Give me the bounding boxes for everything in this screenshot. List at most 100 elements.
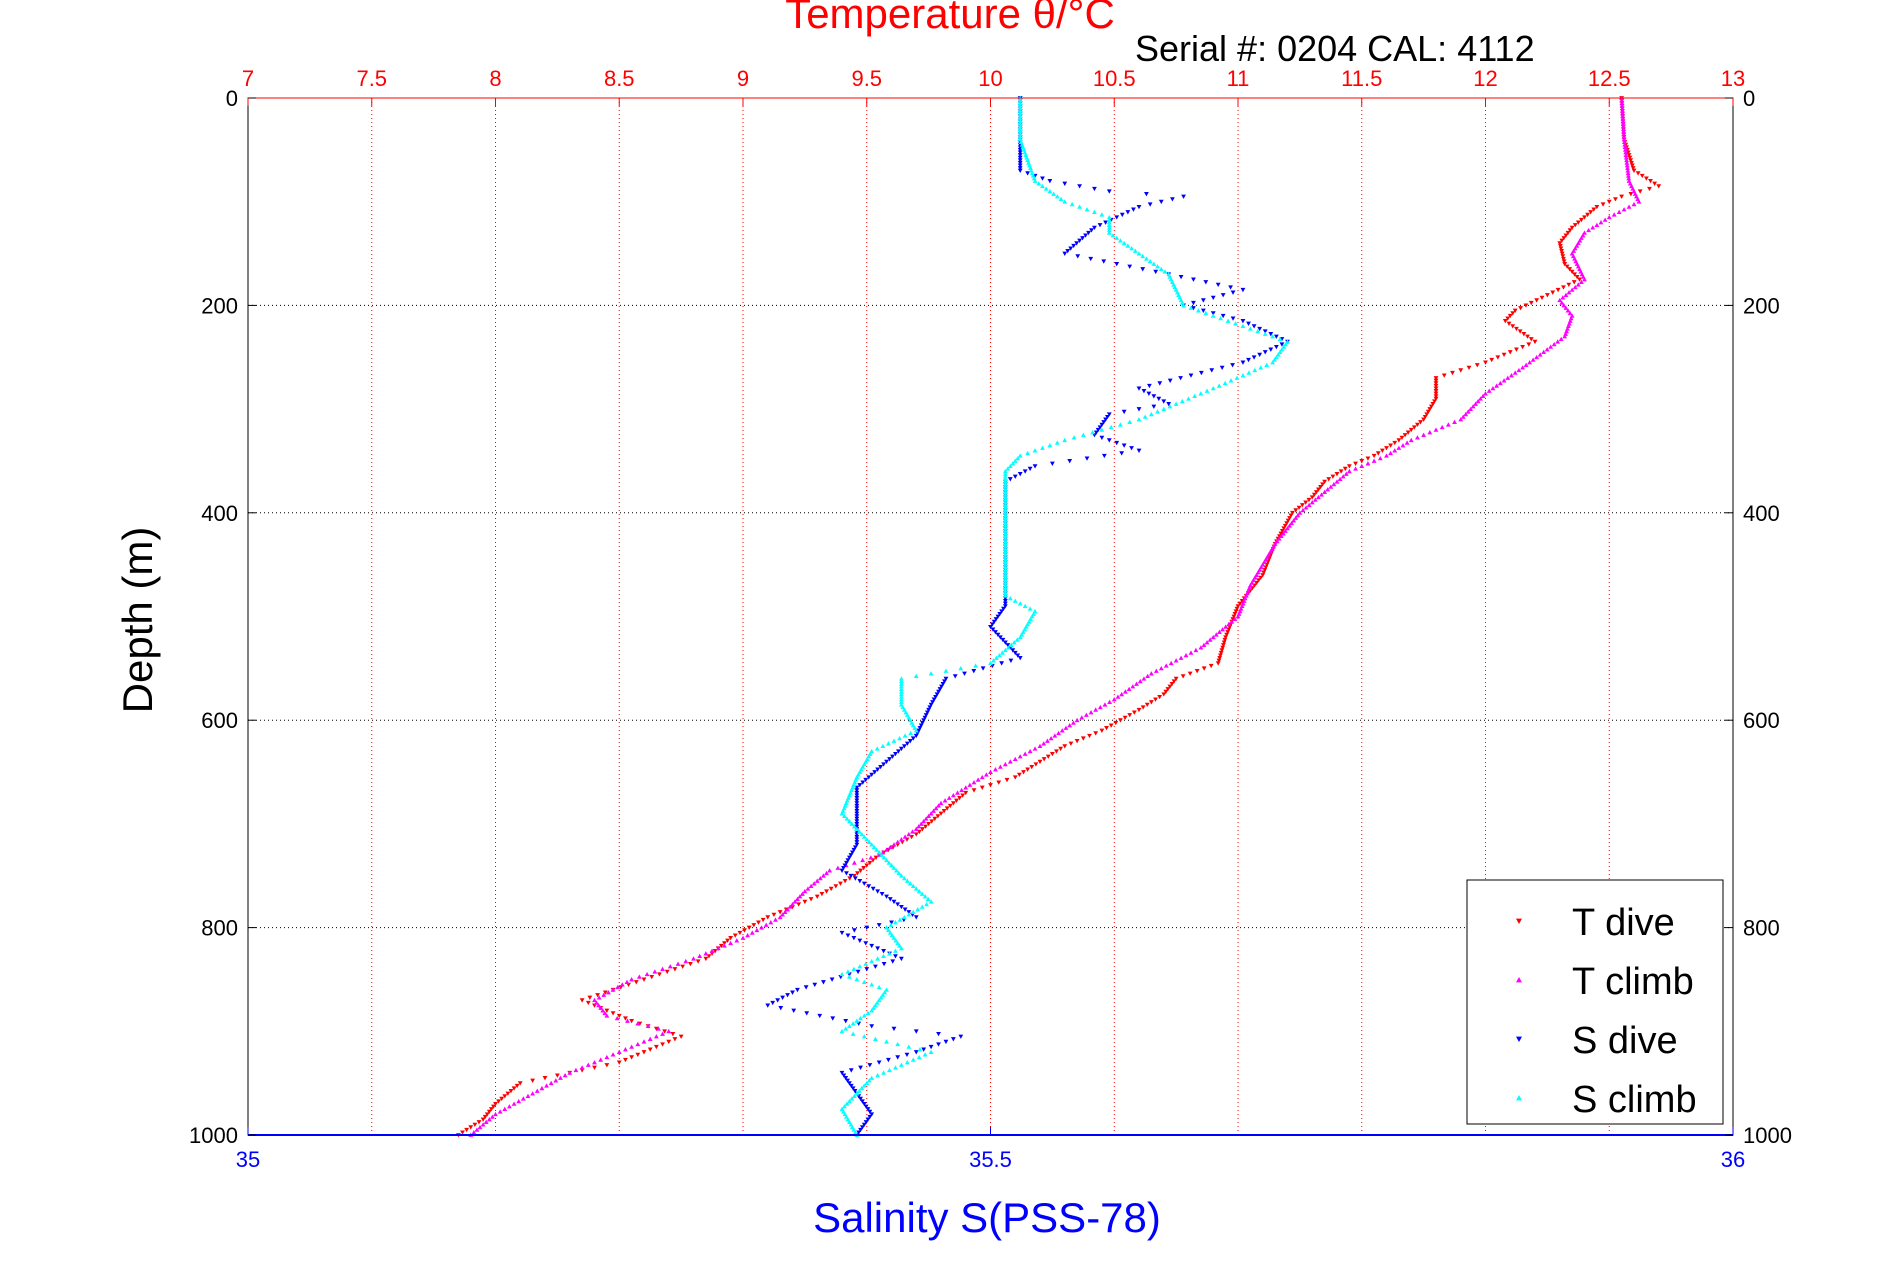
data-point <box>1510 311 1516 316</box>
data-point <box>740 935 746 940</box>
data-point <box>1106 225 1112 230</box>
data-point <box>1002 484 1008 489</box>
data-point <box>520 1096 526 1101</box>
data-point <box>592 1065 597 1070</box>
data-point <box>647 1047 653 1052</box>
data-point <box>1247 326 1253 331</box>
data-point <box>1246 370 1252 375</box>
data-point <box>851 1093 857 1099</box>
data-point <box>1340 474 1346 479</box>
data-point <box>1582 277 1587 282</box>
data-point <box>1005 643 1011 648</box>
data-point <box>950 801 956 806</box>
data-point <box>1194 669 1200 674</box>
data-point <box>889 920 894 925</box>
data-point <box>821 980 826 985</box>
data-point <box>1582 215 1587 220</box>
data-point <box>1558 336 1564 342</box>
data-point <box>1619 103 1625 108</box>
data-point <box>922 715 928 721</box>
data-point <box>782 909 788 914</box>
data-point <box>1067 722 1073 728</box>
data-point <box>1002 468 1008 474</box>
data-point <box>1016 772 1022 778</box>
data-point <box>1017 126 1023 132</box>
data-point <box>660 966 665 971</box>
data-point <box>1012 775 1018 780</box>
data-point <box>1629 160 1634 166</box>
data-point <box>854 788 860 793</box>
data-point <box>861 1013 867 1018</box>
data-point <box>623 1047 628 1052</box>
data-point <box>1562 334 1568 339</box>
data-point <box>623 1016 628 1021</box>
data-point <box>1169 681 1175 687</box>
data-point <box>616 1049 622 1054</box>
data-point <box>821 873 826 878</box>
data-point <box>1041 757 1047 762</box>
data-point <box>1114 215 1120 220</box>
data-point <box>1101 259 1107 264</box>
data-point <box>1629 163 1635 168</box>
data-point <box>800 891 805 896</box>
data-point <box>928 811 934 816</box>
data-point <box>1313 490 1319 495</box>
data-point <box>1049 461 1055 466</box>
data-point <box>913 733 919 739</box>
data-point <box>1130 684 1136 689</box>
data-point <box>1411 425 1417 430</box>
data-point <box>929 819 935 824</box>
data-point <box>1334 471 1340 477</box>
data-point <box>1275 352 1281 357</box>
data-point <box>1140 267 1146 272</box>
data-point <box>1179 398 1185 404</box>
data-point <box>896 870 902 876</box>
data-point <box>1567 310 1573 316</box>
data-point <box>899 681 904 686</box>
data-point <box>1627 155 1633 161</box>
data-point <box>486 1109 492 1115</box>
data-point <box>1561 285 1566 290</box>
data-point <box>1432 399 1437 404</box>
data-point <box>1017 150 1023 155</box>
data-point <box>847 974 852 979</box>
data-point <box>1043 186 1049 191</box>
data-point <box>629 1044 635 1049</box>
data-point <box>996 780 1002 785</box>
data-point <box>1273 354 1279 360</box>
data-point <box>1539 295 1545 301</box>
data-point <box>847 818 852 824</box>
data-point <box>939 684 944 689</box>
data-point <box>703 951 709 956</box>
data-point <box>1281 344 1287 349</box>
data-point <box>1054 194 1060 199</box>
data-point <box>843 1019 849 1024</box>
data-point <box>1379 448 1385 453</box>
data-point <box>869 1024 875 1029</box>
data-point <box>899 691 904 697</box>
temperature-tick-label: 10 <box>978 66 1002 91</box>
data-point <box>1002 525 1008 531</box>
data-point <box>1068 246 1074 251</box>
data-point <box>843 1076 849 1081</box>
data-point <box>1027 748 1033 754</box>
data-point <box>1240 287 1246 293</box>
data-point <box>1121 240 1127 246</box>
data-point <box>819 891 825 897</box>
data-point <box>768 920 774 925</box>
data-point <box>666 1039 672 1045</box>
data-point <box>1079 715 1085 720</box>
data-point <box>1325 487 1331 492</box>
temperature-tick-label: 8 <box>489 66 501 91</box>
data-point <box>1104 726 1109 731</box>
data-point <box>1136 251 1142 256</box>
data-point <box>641 1050 647 1055</box>
data-point <box>1280 531 1286 536</box>
data-point <box>511 1101 517 1106</box>
depth-tick-label-left: 800 <box>201 916 238 941</box>
data-point <box>610 987 616 992</box>
data-point <box>606 990 611 995</box>
data-point <box>517 1081 523 1086</box>
data-point <box>950 792 956 798</box>
data-point <box>1425 409 1431 415</box>
